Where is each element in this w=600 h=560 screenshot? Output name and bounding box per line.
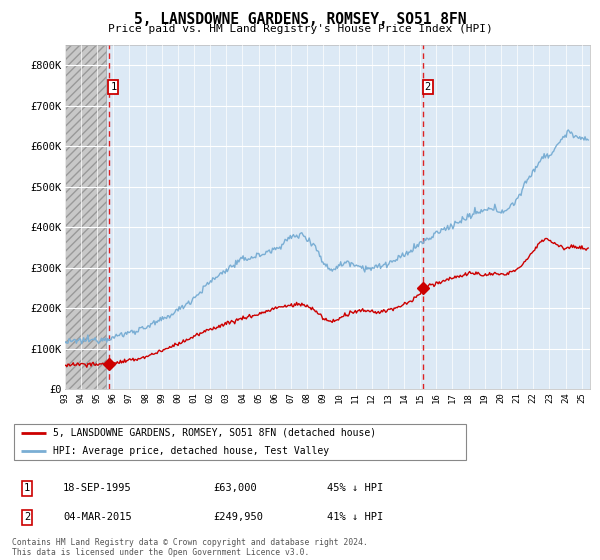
Text: 45% ↓ HPI: 45% ↓ HPI [327, 483, 383, 493]
FancyBboxPatch shape [14, 424, 466, 460]
Text: 04-MAR-2015: 04-MAR-2015 [63, 512, 132, 522]
Bar [65, 45, 106, 389]
Text: 1: 1 [24, 483, 30, 493]
Text: 5, LANSDOWNE GARDENS, ROMSEY, SO51 8FN (detached house): 5, LANSDOWNE GARDENS, ROMSEY, SO51 8FN (… [53, 428, 376, 437]
Text: 5, LANSDOWNE GARDENS, ROMSEY, SO51 8FN: 5, LANSDOWNE GARDENS, ROMSEY, SO51 8FN [134, 12, 466, 27]
Text: Price paid vs. HM Land Registry's House Price Index (HPI): Price paid vs. HM Land Registry's House … [107, 24, 493, 34]
Text: 41% ↓ HPI: 41% ↓ HPI [327, 512, 383, 522]
Text: £63,000: £63,000 [213, 483, 257, 493]
Text: £249,950: £249,950 [213, 512, 263, 522]
Text: Contains HM Land Registry data © Crown copyright and database right 2024.
This d: Contains HM Land Registry data © Crown c… [12, 538, 368, 557]
Bar [65, 45, 106, 389]
Text: 2: 2 [24, 512, 30, 522]
Text: 2: 2 [425, 82, 431, 92]
Text: 1: 1 [110, 82, 116, 92]
Text: HPI: Average price, detached house, Test Valley: HPI: Average price, detached house, Test… [53, 446, 329, 456]
Text: 18-SEP-1995: 18-SEP-1995 [63, 483, 132, 493]
